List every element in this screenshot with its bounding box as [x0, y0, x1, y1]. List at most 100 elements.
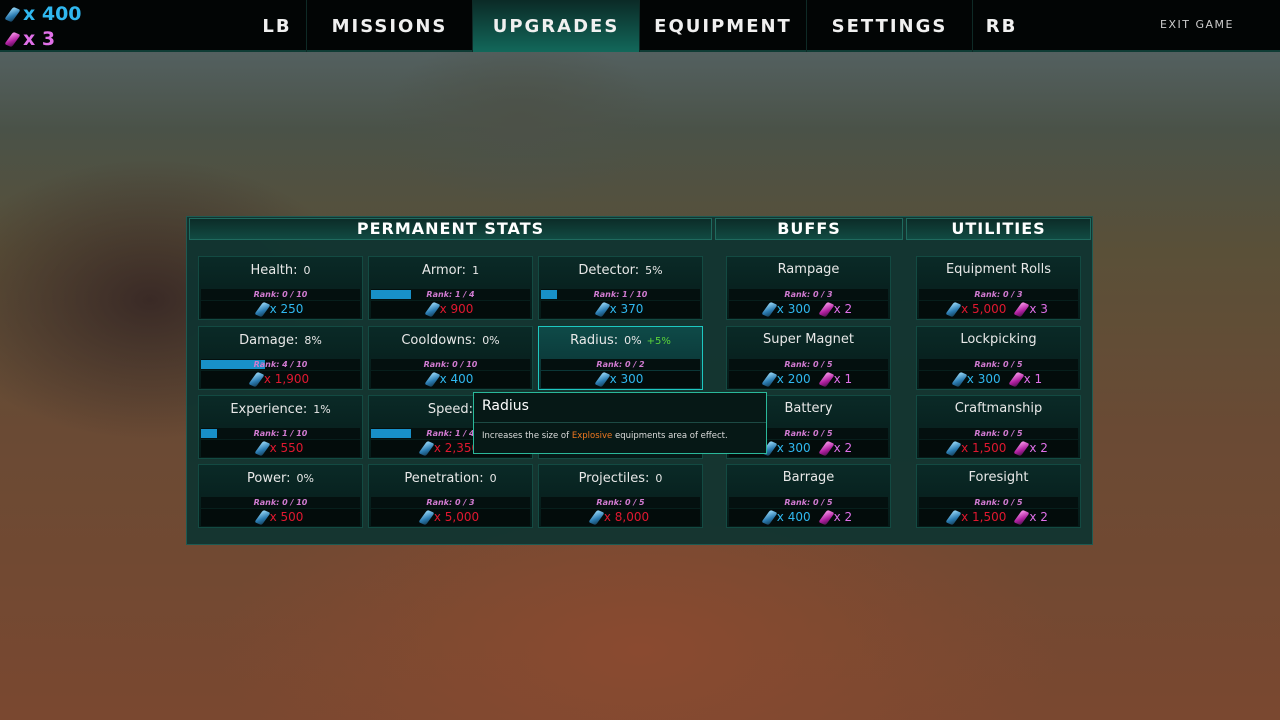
upgrade-card[interactable]: Damage: 8% Rank: 4 / 10 x 1,900: [198, 326, 363, 390]
tab-settings[interactable]: SETTINGS: [806, 0, 972, 52]
upgrade-cost-button[interactable]: x 300 x 1: [919, 371, 1078, 388]
tab-rb[interactable]: RB: [972, 0, 1030, 52]
upgrade-card[interactable]: Super Magnet Rank: 0 / 5 x 200 x 1: [726, 326, 891, 390]
upgrade-name: Detector:: [578, 263, 640, 278]
blue-cost: x 300: [609, 372, 644, 386]
upgrade-card[interactable]: Detector: 5% Rank: 1 / 10 x 370: [538, 256, 703, 320]
upgrade-card[interactable]: Power: 0% Rank: 0 / 10 x 500: [198, 464, 363, 528]
upgrade-card[interactable]: Cooldowns: 0% Rank: 0 / 10 x 400: [368, 326, 533, 390]
upgrade-card[interactable]: Penetration: 0 Rank: 0 / 3 x 5,000: [368, 464, 533, 528]
rank-progress-fill: [371, 290, 411, 299]
upgrade-value: 1: [472, 264, 480, 277]
upgrade-card[interactable]: Radius: 0% +5% Rank: 0 / 2 x 300: [538, 326, 703, 390]
upgrade-cost-button[interactable]: x 370: [541, 301, 700, 318]
utilities-header: UTILITIES: [906, 218, 1091, 240]
rank-label: Rank: 1 / 4: [426, 429, 475, 438]
tab-equipment[interactable]: EQUIPMENT: [639, 0, 806, 52]
rank-bar: Rank: 0 / 10: [201, 289, 360, 300]
upgrade-card[interactable]: Experience: 1% Rank: 1 / 10 x 550: [198, 395, 363, 459]
blue-crystal-icon: [253, 440, 271, 457]
upgrade-cost-button[interactable]: x 550: [201, 440, 360, 457]
blue-crystal-icon: [945, 440, 962, 457]
rank-bar: Rank: 0 / 5: [919, 359, 1078, 370]
upgrade-cost-button[interactable]: x 8,000: [541, 509, 700, 526]
rank-progress-fill: [371, 429, 411, 438]
blue-currency-amount: x 400: [23, 3, 82, 25]
upgrade-title: Projectiles: 0: [539, 471, 702, 486]
upgrade-cost-button[interactable]: x 1,500 x 2: [919, 440, 1078, 457]
upgrade-value: 1%: [313, 403, 331, 416]
rank-bar: Rank: 0 / 5: [729, 359, 888, 370]
tab-missions[interactable]: MISSIONS: [306, 0, 472, 52]
blue-cost: x 5,000: [961, 302, 1007, 316]
tooltip-divider: [474, 422, 766, 423]
rank-progress-fill: [201, 360, 265, 369]
rank-label: Rank: 0 / 10: [253, 290, 308, 299]
upgrade-cost-button[interactable]: x 300 x 2: [729, 301, 888, 318]
blue-crystal-icon: [4, 6, 21, 22]
upgrade-cost-button[interactable]: x 400: [371, 371, 530, 388]
upgrade-title: Battery: [727, 401, 890, 416]
upgrade-card[interactable]: Lockpicking Rank: 0 / 5 x 300 x 1: [916, 326, 1081, 390]
blue-crystal-icon: [761, 301, 778, 318]
blue-cost: x 370: [609, 302, 644, 316]
upgrade-name: Health:: [250, 263, 298, 278]
pink-crystal-icon: [818, 371, 835, 388]
upgrade-name: Rampage: [777, 262, 840, 277]
upgrade-name: Penetration:: [404, 471, 484, 486]
upgrade-cost-button[interactable]: x 900: [371, 301, 530, 318]
upgrade-cost-button[interactable]: x 1,900: [201, 371, 360, 388]
tooltip-text: Increases the size of: [482, 431, 572, 441]
upgrade-title: Damage: 8%: [199, 333, 362, 348]
rank-progress-fill: [541, 290, 557, 299]
rank-label: Rank: 0 / 5: [974, 360, 1023, 369]
upgrade-title: Cooldowns: 0%: [369, 333, 532, 348]
upgrade-cost-button[interactable]: x 300 x 2: [729, 440, 888, 457]
rank-bar: Rank: 4 / 10: [201, 359, 360, 370]
rank-label: Rank: 0 / 5: [784, 360, 833, 369]
upgrade-card[interactable]: Health: 0 Rank: 0 / 10 x 250: [198, 256, 363, 320]
blue-currency: x 400: [4, 3, 82, 25]
upgrade-name: Lockpicking: [960, 332, 1037, 347]
exit-game-button[interactable]: EXIT GAME: [1160, 18, 1234, 31]
pink-crystal-icon: [1013, 440, 1030, 457]
blue-cost: x 400: [776, 510, 811, 524]
blue-cost: x 300: [776, 302, 811, 316]
upgrade-card[interactable]: Rampage Rank: 0 / 3 x 300 x 2: [726, 256, 891, 320]
blue-cost: x 550: [269, 441, 304, 455]
rank-label: Rank: 0 / 5: [974, 498, 1023, 507]
upgrade-title: Craftmanship: [917, 401, 1080, 416]
upgrade-card[interactable]: Barrage Rank: 0 / 5 x 400 x 2: [726, 464, 891, 528]
upgrade-cost-button[interactable]: x 5,000 x 3: [919, 301, 1078, 318]
pink-crystal-icon: [1013, 509, 1030, 526]
rank-bar: Rank: 0 / 3: [919, 289, 1078, 300]
upgrade-title: Foresight: [917, 470, 1080, 485]
upgrade-cost-button[interactable]: x 400 x 2: [729, 509, 888, 526]
blue-crystal-icon: [945, 301, 962, 318]
blue-cost: x 200: [776, 372, 811, 386]
rank-label: Rank: 0 / 5: [784, 429, 833, 438]
tab-lb[interactable]: LB: [262, 15, 292, 37]
upgrade-name: Radius:: [570, 333, 619, 348]
rank-label: Rank: 0 / 10: [423, 360, 478, 369]
upgrade-cost-button[interactable]: x 300: [541, 371, 700, 388]
upgrade-card[interactable]: Projectiles: 0 Rank: 0 / 5 x 8,000: [538, 464, 703, 528]
upgrade-card[interactable]: Craftmanship Rank: 0 / 5 x 1,500 x 2: [916, 395, 1081, 459]
upgrade-card[interactable]: Equipment Rolls Rank: 0 / 3 x 5,000 x 3: [916, 256, 1081, 320]
upgrade-cost-button[interactable]: x 5,000: [371, 509, 530, 526]
tooltip-highlight: Explosive: [571, 431, 613, 441]
pink-cost: x 2: [833, 302, 853, 316]
upgrade-name: Super Magnet: [763, 332, 854, 347]
upgrade-title: Experience: 1%: [199, 402, 362, 417]
upgrade-value: 0%: [296, 472, 314, 485]
upgrade-name: Projectiles:: [578, 471, 650, 486]
upgrade-card[interactable]: Foresight Rank: 0 / 5 x 1,500 x 2: [916, 464, 1081, 528]
tab-upgrades[interactable]: UPGRADES: [472, 0, 639, 52]
upgrade-cost-button[interactable]: x 200 x 1: [729, 371, 888, 388]
upgrade-cost-button[interactable]: x 1,500 x 2: [919, 509, 1078, 526]
upgrade-cost-button[interactable]: x 250: [201, 301, 360, 318]
upgrade-card[interactable]: Armor: 1 Rank: 1 / 4 x 900: [368, 256, 533, 320]
upgrade-name: Barrage: [782, 470, 835, 485]
upgrade-cost-button[interactable]: x 500: [201, 509, 360, 526]
upgrade-value: 0: [489, 472, 497, 485]
